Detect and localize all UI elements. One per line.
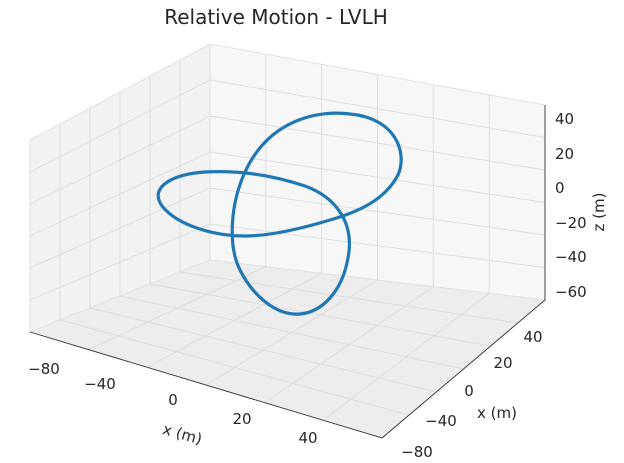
grid-line — [29, 79, 211, 173]
x-front-label: x (m) — [161, 420, 204, 448]
x-front-ticks: −80 −40 0 20 40 — [28, 360, 317, 447]
x-front-tick-label: 40 — [298, 429, 317, 447]
z-tick-label: 0 — [555, 179, 565, 197]
grid-lines — [29, 54, 546, 421]
chart-title: Relative Motion - LVLH — [164, 5, 388, 29]
right-axis-line — [381, 299, 546, 439]
grid-line — [209, 115, 546, 171]
x-front-tick-label: −40 — [84, 375, 116, 393]
z-tick-label: 40 — [555, 110, 574, 128]
z-ticks: 40 20 0 −20 −40 −60 — [555, 110, 587, 301]
x-front-tick-label: 20 — [232, 410, 251, 428]
z-tick-label: 20 — [555, 145, 574, 163]
grid-line — [29, 187, 211, 269]
x-right-ticks: −80 −40 0 20 40 — [401, 328, 542, 461]
trajectory-line — [156, 111, 403, 316]
z-tick-label: −20 — [555, 214, 587, 232]
grid-line — [29, 115, 211, 205]
x-right-tick-label: −40 — [425, 412, 457, 430]
grid-line — [209, 223, 546, 268]
grid-line — [29, 151, 211, 237]
z-tick-label: −60 — [555, 283, 587, 301]
x-right-tick-label: 20 — [493, 354, 512, 372]
x-right-tick-label: −80 — [401, 443, 433, 461]
x-front-tick-label: −80 — [28, 360, 60, 378]
grid-line — [209, 79, 546, 138]
x-right-tick-label: 40 — [523, 328, 542, 346]
axis-edges — [29, 105, 546, 439]
grid-line — [209, 187, 546, 236]
z-axis-label: z (m) — [590, 193, 608, 232]
x-right-label: x (m) — [477, 404, 517, 422]
x-right-tick-label: 0 — [464, 382, 474, 400]
front-axis-line — [29, 331, 383, 439]
z-tick-label: −40 — [555, 248, 587, 266]
grid-line — [209, 151, 546, 203]
grid-line — [323, 292, 490, 421]
x-front-tick-label: 0 — [168, 391, 178, 409]
grid-line — [29, 223, 211, 301]
